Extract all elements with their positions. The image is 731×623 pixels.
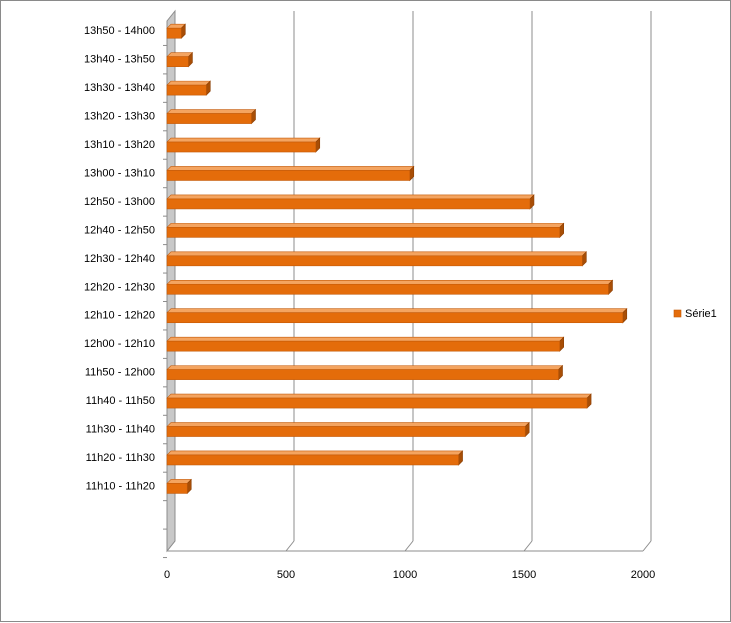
x-tick-label-1: 500	[277, 569, 295, 581]
category-label-8: 12h10 - 12h20	[84, 310, 155, 322]
bar-top-13	[166, 166, 415, 171]
legend-swatch	[673, 309, 682, 318]
bar-12	[166, 198, 531, 210]
floor-gridline-2	[404, 540, 414, 552]
category-label-15: 13h20 - 13h30	[84, 111, 155, 123]
bar-6	[166, 369, 559, 380]
category-label-14: 13h10 - 13h20	[84, 139, 155, 151]
category-label-3: 11h20 - 11h30	[86, 452, 155, 464]
bar-17	[166, 56, 189, 67]
bar-top-9	[166, 279, 614, 285]
category-label-12: 12h50 - 13h00	[84, 196, 155, 208]
category-label-2: 11h10 - 11h20	[86, 480, 155, 492]
category-label-16: 13h30 - 13h40	[84, 82, 155, 94]
category-label-7: 12h00 - 12h10	[84, 338, 155, 350]
bar-9	[166, 283, 609, 295]
bar-7	[166, 340, 561, 352]
bar-16	[166, 84, 207, 96]
category-label-18: 13h50 - 14h00	[84, 25, 155, 37]
bar-2	[166, 483, 188, 494]
bar-4	[166, 426, 526, 437]
bar-11	[166, 227, 561, 238]
category-label-6: 11h50 - 12h00	[85, 367, 155, 379]
bar-13	[166, 170, 411, 181]
category-label-13: 13h00 - 13h10	[84, 167, 155, 179]
floor-gridline-1	[285, 540, 295, 552]
bar-top-7	[166, 336, 565, 342]
bar-top-11	[166, 223, 565, 228]
category-label-5: 11h40 - 11h50	[86, 395, 155, 407]
x-tick-label-2: 1000	[393, 569, 417, 581]
x-tick-label-4: 2000	[631, 569, 655, 581]
category-label-17: 13h40 - 13h50	[84, 54, 155, 66]
bar-top-16	[166, 80, 211, 86]
bar-8	[166, 312, 624, 324]
floor-gridline-4	[642, 540, 652, 552]
bar-18	[166, 27, 182, 39]
legend-label: Série1	[685, 308, 717, 320]
bar-top-8	[166, 308, 628, 314]
bar-10	[166, 255, 583, 267]
bar-14	[166, 141, 317, 153]
x-tick-label-0: 0	[164, 569, 170, 581]
bar-top-15	[166, 109, 257, 114]
bar-15	[166, 113, 252, 124]
category-label-11: 12h40 - 12h50	[84, 224, 155, 236]
bar-top-12	[166, 194, 535, 200]
floor-gridline-3	[523, 540, 533, 552]
bar-3	[166, 454, 459, 466]
bar-top-4	[166, 422, 530, 427]
x-tick-label-3: 1500	[512, 569, 536, 581]
bar-top-5	[166, 393, 592, 399]
bar-5	[166, 397, 588, 409]
category-label-4: 11h30 - 11h40	[86, 424, 155, 436]
bar-top-10	[166, 251, 588, 257]
bar-top-3	[166, 450, 464, 456]
bar-top-14	[166, 137, 321, 143]
category-label-10: 12h30 - 12h40	[84, 253, 155, 265]
bar-top-6	[166, 365, 564, 370]
category-label-9: 12h20 - 12h30	[84, 281, 155, 293]
